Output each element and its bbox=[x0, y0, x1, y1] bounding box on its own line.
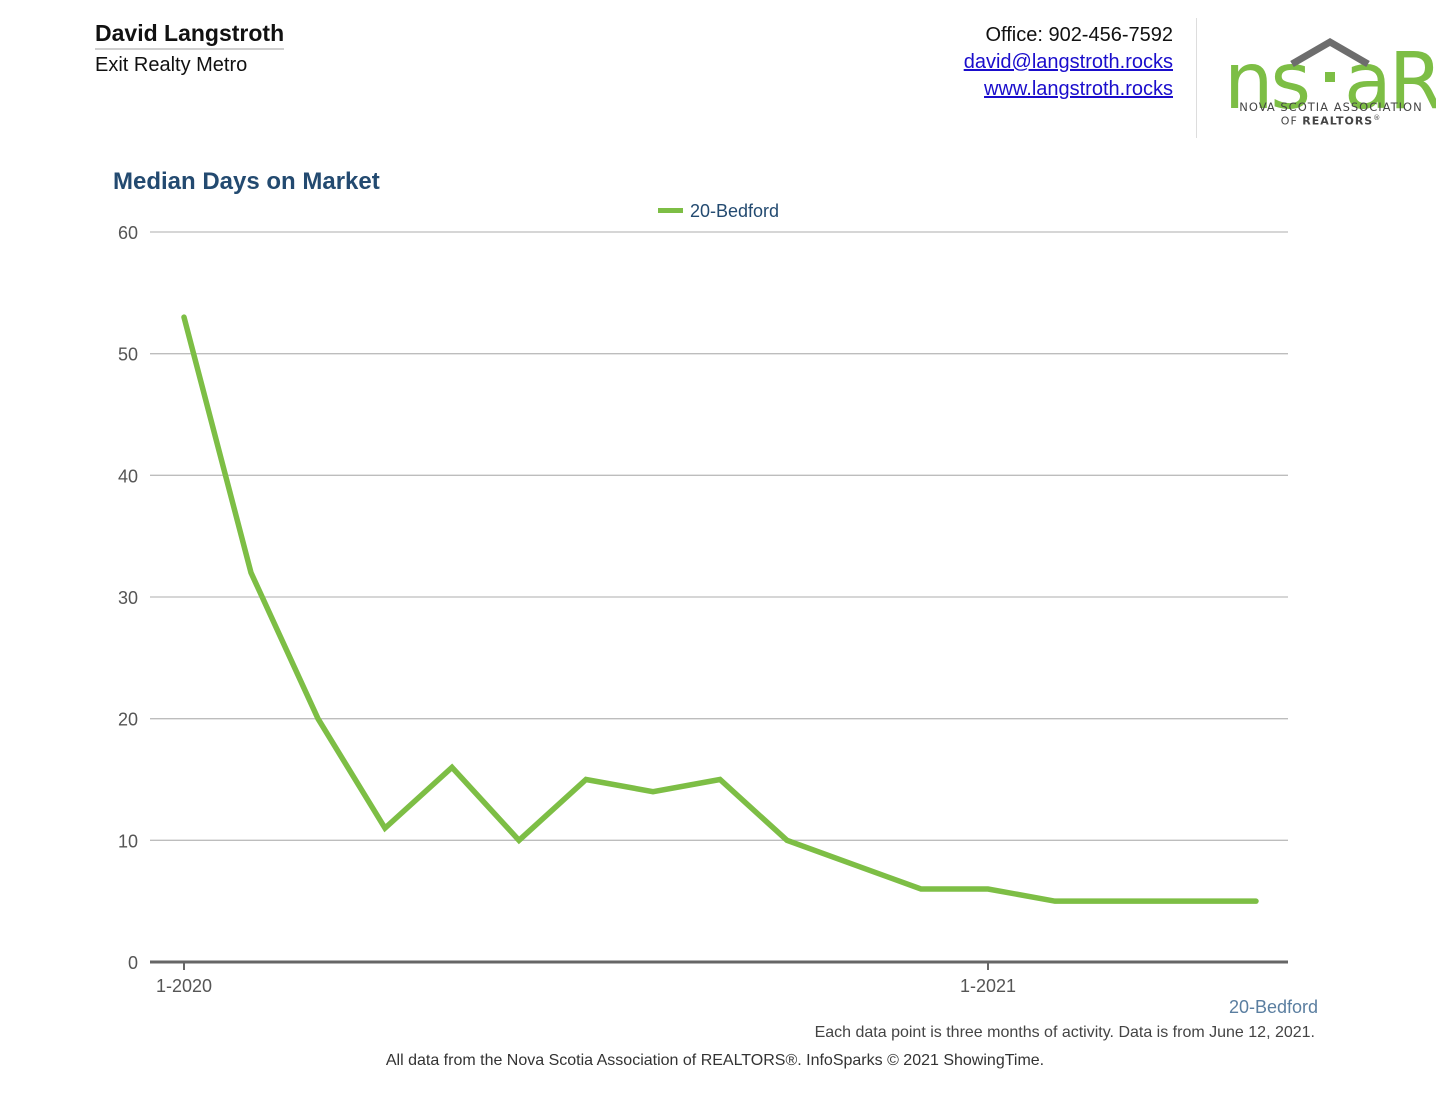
x-tick-label: 1-2020 bbox=[156, 976, 212, 996]
data-note: Each data point is three months of activ… bbox=[814, 1024, 1315, 1041]
logo-subtitle-2: OF REALTORS® bbox=[1226, 114, 1436, 128]
logo-wordmark: ns aR bbox=[1224, 37, 1436, 127]
chart-title: Median Days on Market bbox=[113, 168, 380, 195]
logo-wordmark-left: ns bbox=[1224, 37, 1308, 127]
y-tick-label: 30 bbox=[118, 588, 138, 608]
y-tick-label: 0 bbox=[128, 953, 138, 973]
logo-subtitle-bold: REALTORS bbox=[1302, 114, 1374, 128]
y-tick-label: 40 bbox=[118, 466, 138, 486]
y-tick-label: 60 bbox=[118, 223, 138, 243]
footer-credits: All data from the Nova Scotia Associatio… bbox=[385, 1052, 1045, 1069]
header-divider bbox=[1196, 18, 1197, 138]
y-tick-label: 20 bbox=[118, 710, 138, 730]
series-line bbox=[181, 314, 1259, 904]
agent-company: Exit Realty Metro bbox=[95, 54, 248, 76]
logo-window-icon bbox=[1325, 72, 1335, 82]
logo-roof-icon bbox=[1290, 37, 1370, 68]
x-tick-label: 1-2021 bbox=[960, 976, 1016, 996]
y-tick-label: 10 bbox=[118, 831, 138, 851]
logo-subtitle-1: NOVA SCOTIA ASSOCIATION bbox=[1239, 100, 1423, 114]
website-link[interactable]: www.langstroth.rocks bbox=[984, 78, 1173, 100]
nsar-logo: ns aR bbox=[1224, 37, 1436, 127]
office-phone: Office: 902-456-7592 bbox=[985, 24, 1173, 46]
y-tick-label: 50 bbox=[118, 345, 138, 365]
contact-block: Office: 902-456-7592 david@langstroth.ro… bbox=[964, 22, 1173, 103]
logo-subtitle-prefix: OF bbox=[1280, 114, 1298, 128]
agent-name: David Langstroth bbox=[95, 20, 285, 50]
series-label: 20-Bedford bbox=[1228, 997, 1318, 1017]
email-link[interactable]: david@langstroth.rocks bbox=[963, 51, 1173, 73]
logo-wordmark-right: aR bbox=[1344, 37, 1436, 127]
legend-swatch bbox=[658, 208, 683, 213]
legend-label: 20-Bedford bbox=[690, 201, 779, 221]
logo-registered: ® bbox=[1373, 114, 1382, 122]
